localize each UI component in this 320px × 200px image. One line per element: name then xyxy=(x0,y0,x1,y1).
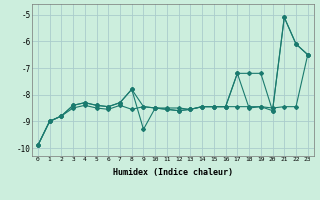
X-axis label: Humidex (Indice chaleur): Humidex (Indice chaleur) xyxy=(113,168,233,177)
